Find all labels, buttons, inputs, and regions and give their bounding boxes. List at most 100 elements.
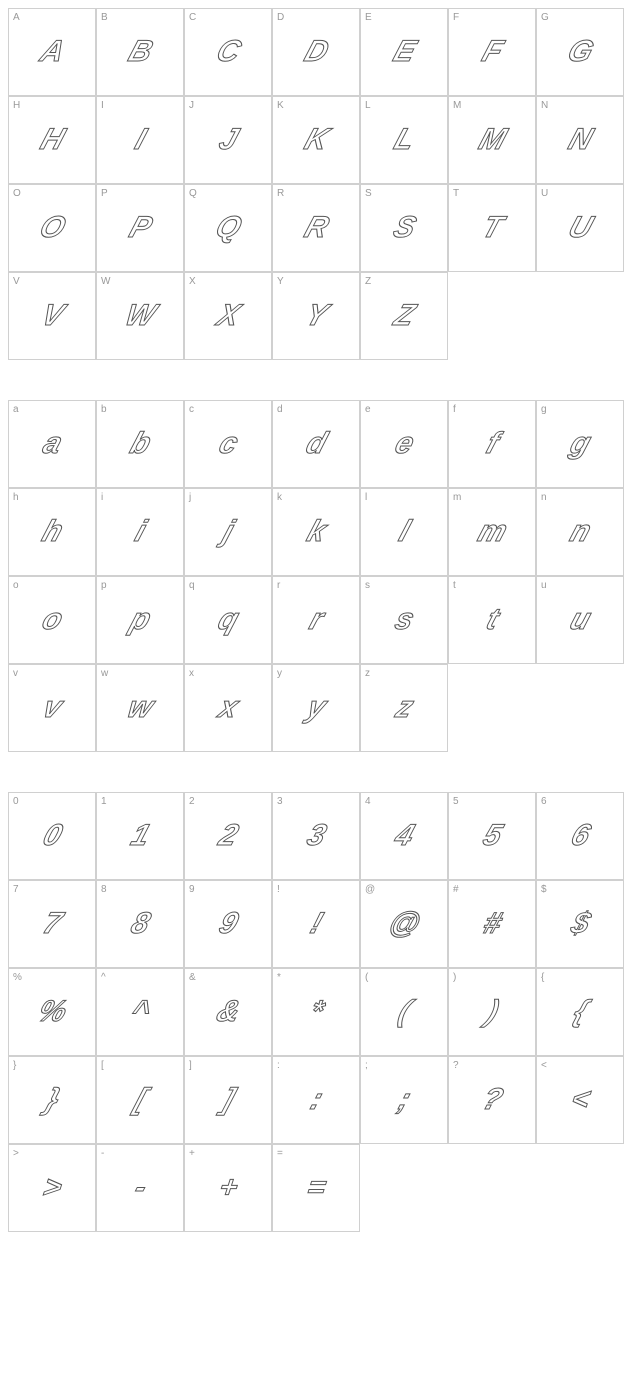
- char-label: O: [13, 188, 21, 199]
- char-cell: HH: [8, 96, 96, 184]
- char-glyph: F: [478, 35, 506, 69]
- char-cell: 88: [96, 880, 184, 968]
- char-glyph: k: [303, 515, 330, 549]
- char-glyph: r: [305, 603, 327, 637]
- char-label: ;: [365, 1060, 368, 1071]
- char-cell: DD: [272, 8, 360, 96]
- char-glyph: K: [300, 123, 332, 157]
- char-glyph: S: [389, 211, 419, 245]
- char-label: *: [277, 972, 281, 983]
- char-cell: OO: [8, 184, 96, 272]
- char-cell: 99: [184, 880, 272, 968]
- char-label: >: [13, 1148, 19, 1159]
- char-glyph: I: [131, 123, 149, 157]
- char-cell: cc: [184, 400, 272, 488]
- char-cell: gg: [536, 400, 624, 488]
- char-label: 4: [365, 796, 371, 807]
- char-cell: aa: [8, 400, 96, 488]
- char-label: 9: [189, 884, 195, 895]
- char-cell: BB: [96, 8, 184, 96]
- char-glyph: u: [566, 603, 594, 637]
- char-label: A: [13, 12, 20, 23]
- char-glyph: N: [564, 123, 596, 157]
- char-label: d: [277, 404, 283, 415]
- char-cell: WW: [96, 272, 184, 360]
- char-grid-uppercase: AABBCCDDEEFFGGHHIIJJKKLLMMNNOOPPQQRRSSTT…: [8, 8, 624, 360]
- char-label: k: [277, 492, 282, 503]
- char-cell: nn: [536, 488, 624, 576]
- char-label: n: [541, 492, 547, 503]
- char-glyph: O: [35, 211, 68, 245]
- char-cell: $$: [536, 880, 624, 968]
- char-label: -: [101, 1148, 104, 1159]
- char-cell: ++: [184, 1144, 272, 1232]
- char-cell: LL: [360, 96, 448, 184]
- char-label: b: [101, 404, 107, 415]
- char-label: ]: [189, 1060, 192, 1071]
- char-cell: zz: [360, 664, 448, 752]
- char-glyph: C: [212, 35, 244, 69]
- char-label: T: [453, 188, 459, 199]
- char-glyph: 5: [479, 819, 506, 853]
- char-cell: ss: [360, 576, 448, 664]
- char-glyph: q: [214, 603, 242, 637]
- char-glyph: p: [126, 603, 154, 637]
- char-cell: FF: [448, 8, 536, 96]
- char-cell: xx: [184, 664, 272, 752]
- char-glyph: c: [215, 427, 242, 461]
- char-glyph: w: [123, 691, 156, 725]
- char-cell: 77: [8, 880, 96, 968]
- char-cell: RR: [272, 184, 360, 272]
- char-cell: UU: [536, 184, 624, 272]
- char-glyph: (: [394, 995, 414, 1029]
- char-glyph: R: [300, 211, 332, 245]
- char-glyph: 8: [127, 907, 154, 941]
- char-label: }: [13, 1060, 16, 1071]
- char-label: @: [365, 884, 375, 895]
- char-glyph: l: [395, 515, 413, 549]
- char-glyph: s: [391, 603, 418, 637]
- char-glyph: z: [391, 691, 416, 725]
- char-glyph: 1: [127, 819, 154, 853]
- char-cell: jj: [184, 488, 272, 576]
- char-label: q: [189, 580, 195, 591]
- char-glyph: B: [124, 35, 156, 69]
- char-cell: ww: [96, 664, 184, 752]
- char-label: c: [189, 404, 194, 415]
- char-glyph: }: [41, 1083, 63, 1117]
- char-glyph: <: [566, 1083, 594, 1117]
- char-cell: hh: [8, 488, 96, 576]
- char-glyph: T: [478, 211, 506, 245]
- char-glyph: P: [125, 211, 155, 245]
- char-glyph: L: [390, 123, 418, 157]
- char-cell: KK: [272, 96, 360, 184]
- char-glyph: 9: [215, 907, 242, 941]
- char-glyph: Y: [301, 299, 331, 333]
- char-label: e: [365, 404, 371, 415]
- char-label: ): [453, 972, 456, 983]
- char-cell: 22: [184, 792, 272, 880]
- char-glyph: j: [219, 515, 237, 549]
- char-label: z: [365, 668, 370, 679]
- char-label: L: [365, 100, 371, 111]
- char-cell: 11: [96, 792, 184, 880]
- char-glyph: %: [34, 995, 71, 1029]
- char-label: $: [541, 884, 547, 895]
- char-glyph: -: [130, 1171, 150, 1205]
- char-cell: AA: [8, 8, 96, 96]
- char-label: r: [277, 580, 280, 591]
- char-glyph: Z: [390, 299, 418, 333]
- char-label: I: [101, 100, 104, 111]
- char-cell: 00: [8, 792, 96, 880]
- char-label: u: [541, 580, 547, 591]
- char-cell: GG: [536, 8, 624, 96]
- char-glyph: G: [563, 35, 596, 69]
- char-glyph: v: [39, 691, 66, 725]
- char-glyph: m: [474, 515, 511, 549]
- char-cell: ii: [96, 488, 184, 576]
- char-cell: ==: [272, 1144, 360, 1232]
- char-label: G: [541, 12, 549, 23]
- char-label: #: [453, 884, 459, 895]
- char-glyph: U: [564, 211, 596, 245]
- char-glyph: E: [389, 35, 419, 69]
